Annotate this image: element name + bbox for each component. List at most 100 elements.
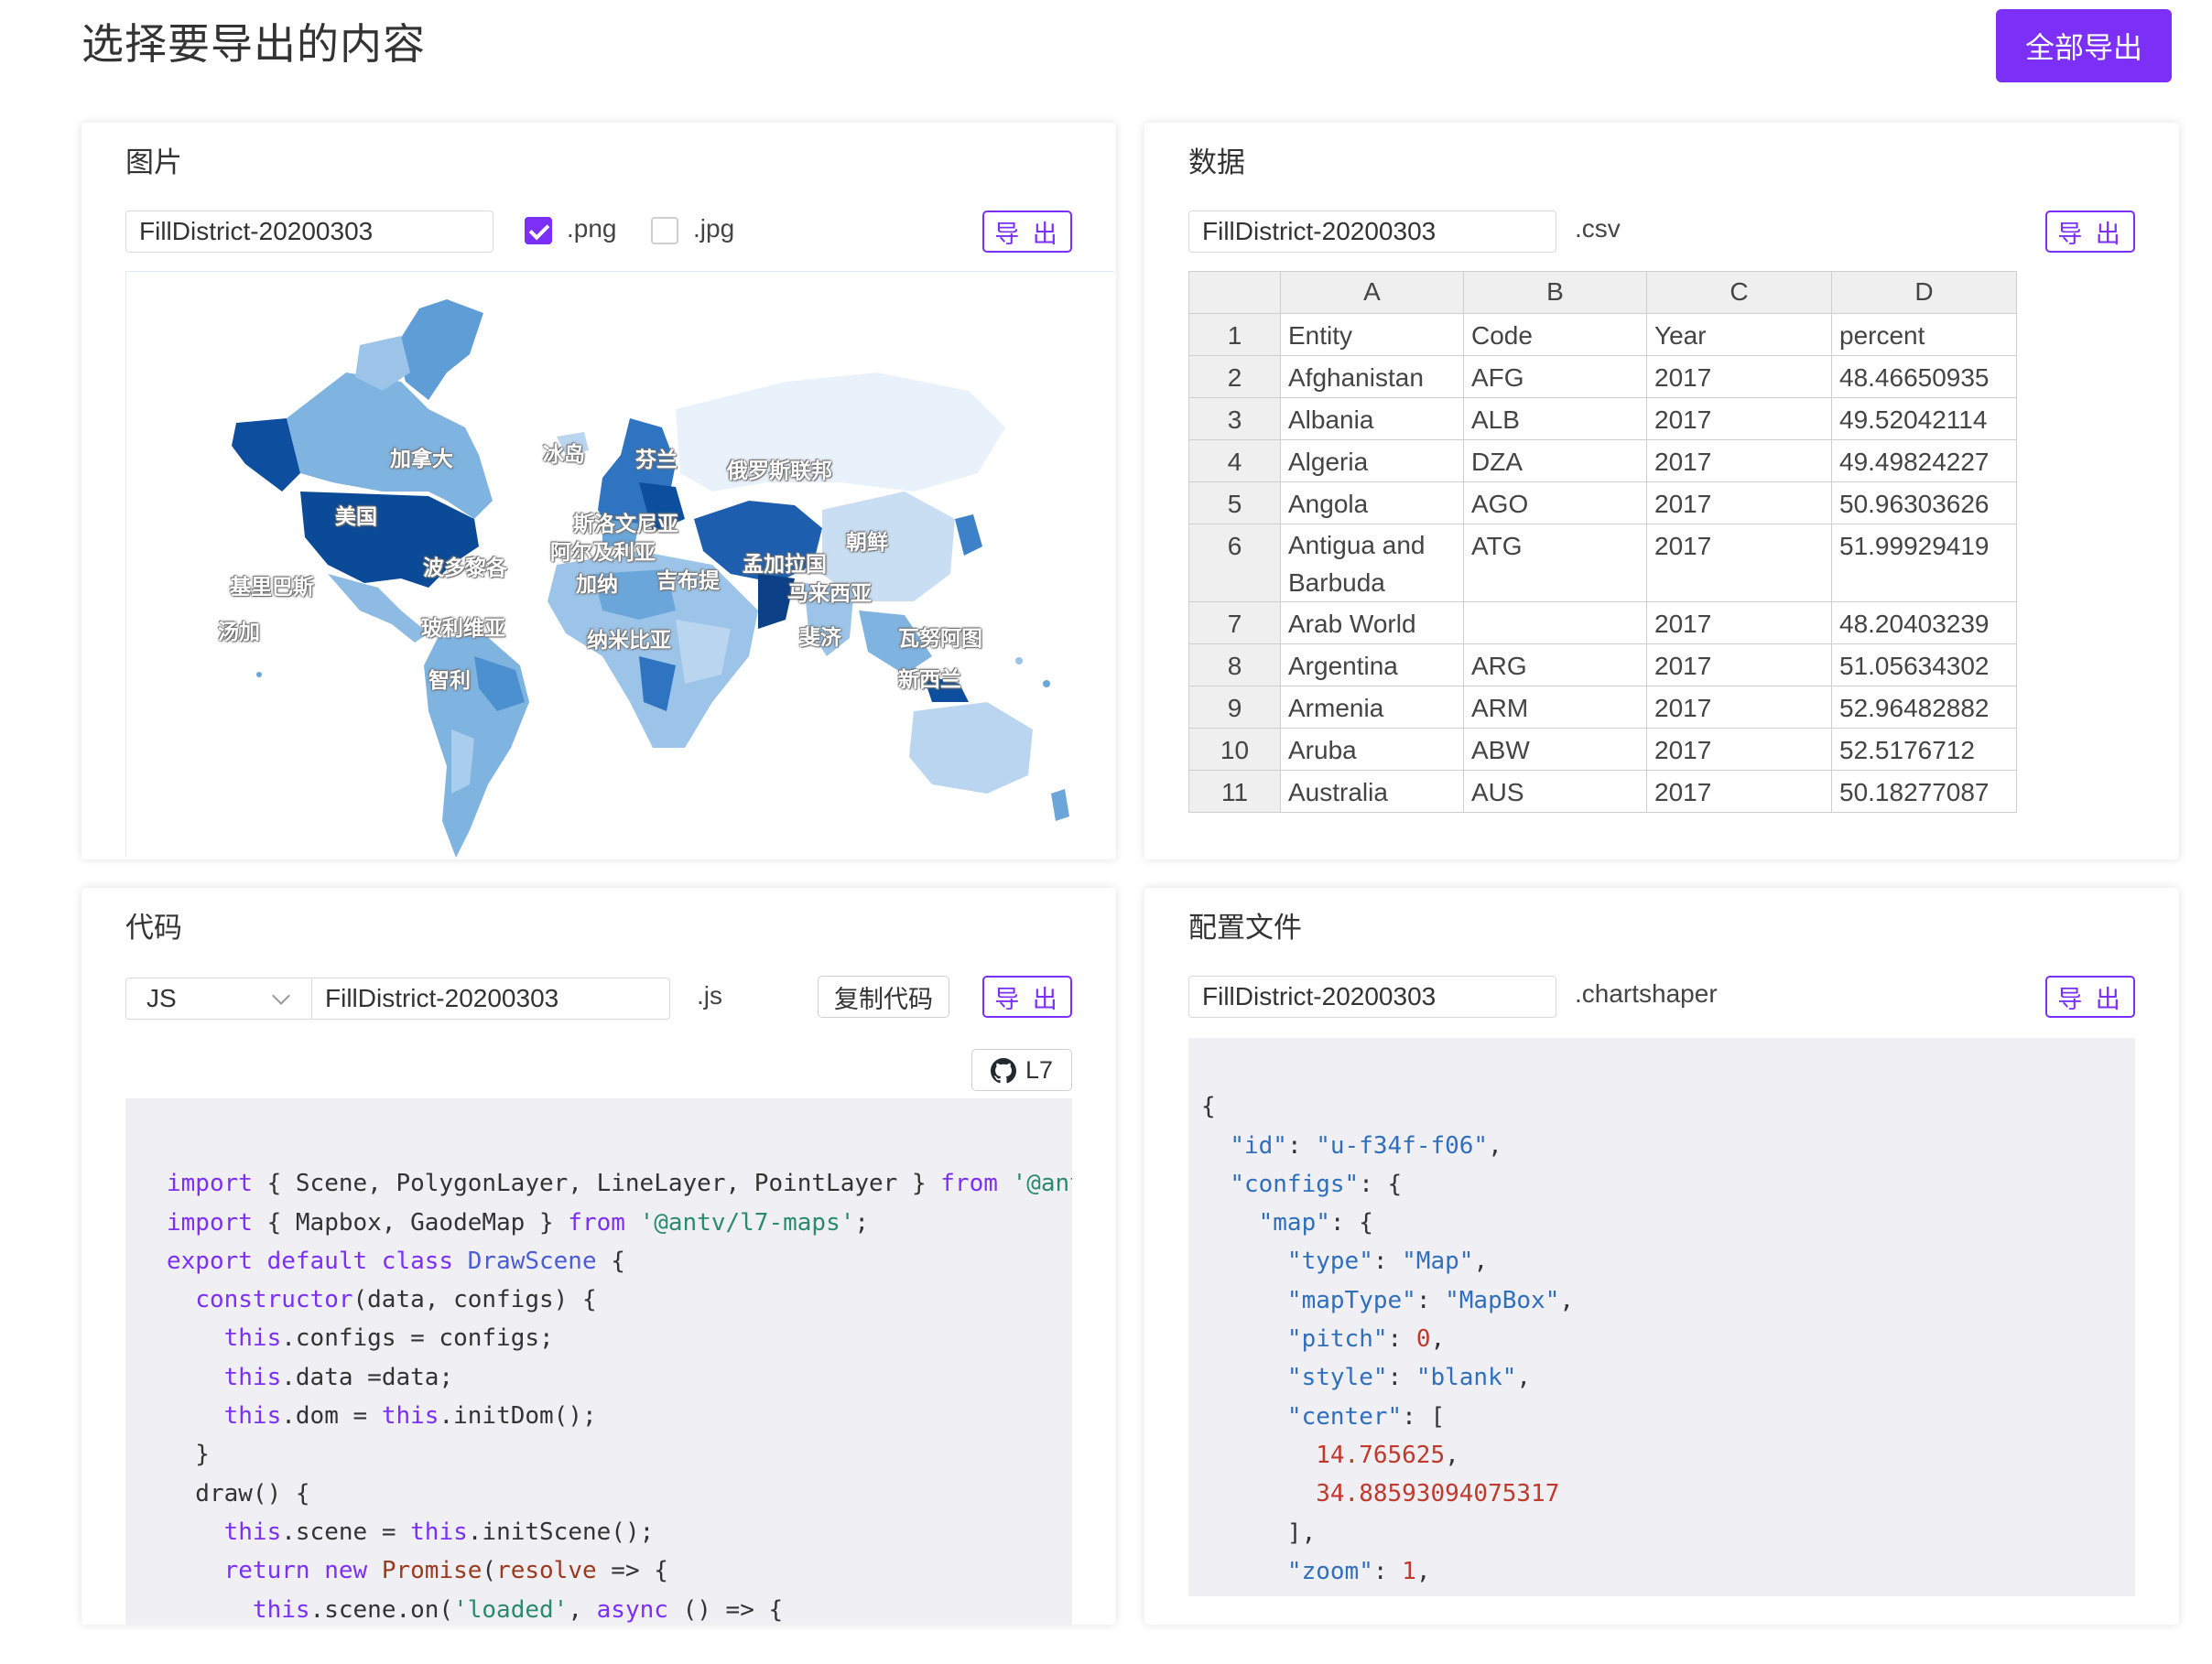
data-panel-title: 数据 — [1188, 146, 1245, 179]
export-all-button[interactable]: 全部导出 — [1996, 9, 2172, 82]
table-cell[interactable]: 2017 — [1646, 355, 1832, 398]
column-header-c[interactable]: C — [1646, 271, 1832, 314]
table-cell[interactable]: 49.49824227 — [1831, 439, 2017, 482]
table-cell[interactable]: Australia — [1280, 770, 1464, 813]
table-cell[interactable]: 2017 — [1646, 439, 1832, 482]
config-filename-input[interactable]: FillDistrict-20200303 — [1188, 976, 1556, 1018]
png-checkbox[interactable] — [525, 217, 552, 244]
table-cell[interactable]: 2017 — [1646, 686, 1832, 729]
map-label-slovenia: 斯洛文尼亚 — [573, 513, 678, 536]
copy-code-button[interactable]: 复制代码 — [818, 976, 949, 1018]
code-token: import — [167, 1208, 253, 1237]
table-cell[interactable]: 52.96482882 — [1831, 686, 2017, 729]
table-cell[interactable]: 2017 — [1646, 728, 1832, 771]
table-cell[interactable]: 49.52042114 — [1831, 397, 2017, 440]
code-export-button[interactable]: 导 出 — [982, 976, 1072, 1018]
table-cell[interactable]: Armenia — [1280, 686, 1464, 729]
table-cell[interactable]: ARM — [1463, 686, 1647, 729]
table-cell[interactable]: 50.18277087 — [1831, 770, 2017, 813]
table-cell[interactable]: 48.46650935 — [1831, 355, 2017, 398]
table-row: 10 Aruba ABW 2017 52.5176712 — [1188, 728, 2017, 771]
image-filename-input[interactable]: FillDistrict-20200303 — [125, 211, 493, 253]
table-cell[interactable]: 2017 — [1646, 524, 1832, 602]
code-line: "pitch": 0, — [1286, 1325, 1446, 1354]
data-export-button[interactable]: 导 出 — [2045, 211, 2135, 253]
code-token: 1 — [1402, 1557, 1416, 1585]
map-label-vanuatu: 瓦努阿图 — [898, 627, 982, 651]
table-cell[interactable]: Argentina — [1280, 643, 1464, 686]
table-cell[interactable]: Year — [1646, 313, 1832, 356]
map-label-tonga: 汤加 — [218, 621, 260, 644]
code-token: from — [940, 1170, 998, 1198]
column-header-a[interactable]: A — [1280, 271, 1464, 314]
code-line: export default class DrawScene { — [167, 1247, 625, 1275]
table-row: 1 Entity Code Year percent — [1188, 313, 2017, 356]
table-cell[interactable]: Algeria — [1280, 439, 1464, 482]
code-line: this.dom = this.initDom(); — [223, 1402, 597, 1431]
column-header-d[interactable]: D — [1831, 271, 2017, 314]
code-token: export default class — [167, 1247, 454, 1275]
code-block[interactable]: import { Scene, PolygonLayer, LineLayer,… — [125, 1098, 1072, 1625]
table-cell[interactable]: 2017 — [1646, 397, 1832, 440]
map-label-north-korea: 朝鲜 — [846, 531, 888, 555]
table-cell[interactable]: DZA — [1463, 439, 1647, 482]
code-token: "id" — [1230, 1131, 1287, 1160]
table-cell[interactable]: 48.20403239 — [1831, 601, 2017, 644]
row-number: 2 — [1188, 355, 1281, 398]
data-filename-input[interactable]: FillDistrict-20200303 — [1188, 211, 1556, 253]
table-cell[interactable]: ARG — [1463, 643, 1647, 686]
table-cell[interactable]: 2017 — [1646, 643, 1832, 686]
table-cell[interactable]: ATG — [1463, 524, 1647, 602]
table-cell[interactable]: ABW — [1463, 728, 1647, 771]
map-label-bolivia: 玻利维亚 — [421, 617, 505, 641]
map-label-chile: 智利 — [428, 669, 471, 693]
code-token: this — [223, 1518, 282, 1546]
table-row: 4 Algeria DZA 2017 49.49824227 — [1188, 439, 2017, 482]
table-cell[interactable]: 2017 — [1646, 481, 1832, 524]
table-cell[interactable]: Albania — [1280, 397, 1464, 440]
code-line: } — [167, 1441, 210, 1469]
table-cell[interactable]: ALB — [1463, 397, 1647, 440]
config-panel: 配置文件 FillDistrict-20200303 .chartshaper … — [1144, 888, 2179, 1625]
code-line: this.data =data; — [223, 1363, 454, 1391]
config-panel-title: 配置文件 — [1188, 912, 1302, 945]
table-cell[interactable]: Aruba — [1280, 728, 1464, 771]
table-cell[interactable]: Arab World — [1280, 601, 1464, 644]
table-cell[interactable]: 52.5176712 — [1831, 728, 2017, 771]
config-export-button[interactable]: 导 出 — [2045, 976, 2135, 1018]
image-export-button[interactable]: 导 出 — [982, 211, 1072, 253]
code-token: "center" — [1286, 1402, 1403, 1431]
table-row: 9 Armenia ARM 2017 52.96482882 — [1188, 686, 2017, 729]
table-cell[interactable] — [1463, 601, 1647, 644]
config-block[interactable]: { "id": "u-f34f-f06", "configs": { "map"… — [1188, 1038, 2135, 1596]
table-cell[interactable]: AGO — [1463, 481, 1647, 524]
table-cell[interactable]: 51.05634302 — [1831, 643, 2017, 686]
github-l7-button[interactable]: L7 — [971, 1049, 1072, 1091]
code-token: DrawScene — [467, 1247, 597, 1275]
table-cell[interactable]: 50.96303626 — [1831, 481, 2017, 524]
table-row: 6 Antigua and Barbuda ATG 2017 51.99929419 — [1188, 524, 2017, 602]
language-select[interactable]: JS — [125, 978, 312, 1020]
column-header-b[interactable]: B — [1463, 271, 1647, 314]
table-cell[interactable]: AFG — [1463, 355, 1647, 398]
table-cell[interactable]: Angola — [1280, 481, 1464, 524]
code-line: "visible": true, — [1201, 1591, 2135, 1596]
table-cell[interactable]: 51.99929419 — [1831, 524, 2017, 602]
table-cell[interactable]: Afghanistan — [1280, 355, 1464, 398]
image-panel: 图片 FillDistrict-20200303 .png .jpg 导 出 — [81, 123, 1116, 859]
table-cell[interactable]: Antigua and Barbuda — [1280, 524, 1464, 602]
table-cell[interactable]: AUS — [1463, 770, 1647, 813]
table-cell[interactable]: 2017 — [1646, 770, 1832, 813]
github-label: L7 — [1025, 1055, 1054, 1084]
row-number: 8 — [1188, 643, 1281, 686]
jpg-checkbox[interactable] — [651, 217, 678, 244]
table-cell[interactable]: percent — [1831, 313, 2017, 356]
table-cell[interactable]: Code — [1463, 313, 1647, 356]
code-filename-input[interactable]: FillDistrict-20200303 — [311, 978, 670, 1020]
table-cell[interactable]: 2017 — [1646, 601, 1832, 644]
jpg-label: .jpg — [693, 214, 735, 243]
code-line: "center": [ — [1286, 1402, 1446, 1431]
table-cell[interactable]: Entity — [1280, 313, 1464, 356]
world-map-shapes — [232, 299, 1069, 858]
row-number: 10 — [1188, 728, 1281, 771]
